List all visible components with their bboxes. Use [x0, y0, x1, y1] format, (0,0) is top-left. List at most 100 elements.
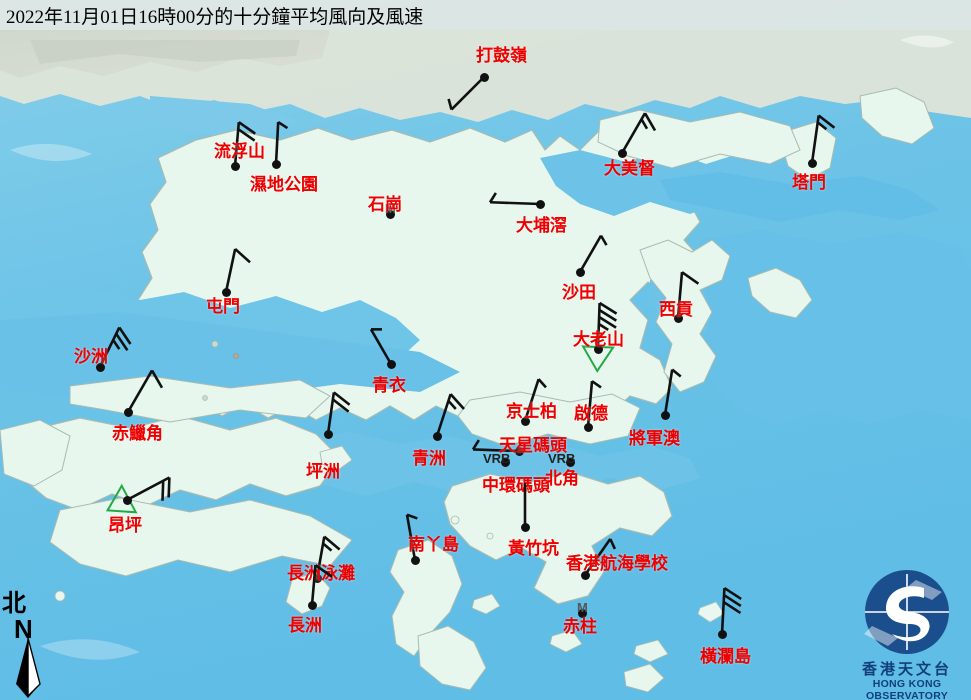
wind-barb: [620, 112, 657, 154]
station-label: 黃竹坑: [508, 539, 559, 558]
barb-full-feather: [598, 308, 618, 322]
station-label: 青洲: [412, 449, 446, 468]
barb-shaft: [435, 393, 452, 437]
station-dot: [717, 629, 727, 639]
barb-half-feather: [112, 339, 121, 350]
station-label: 青衣: [372, 376, 406, 395]
cloud-wisp-sw: [40, 639, 140, 660]
station-label: 天星碼頭: [499, 436, 567, 455]
barb-full-feather: [234, 247, 251, 264]
wind-barb: [578, 234, 608, 273]
station-dot: [583, 422, 593, 432]
station-label: 橫瀾島: [700, 647, 751, 666]
logo-text-en: HONG KONG OBSERVATORY: [865, 678, 949, 700]
barb-shaft: [310, 565, 317, 606]
barb-full-feather: [167, 477, 171, 498]
wind-barb: [523, 483, 527, 527]
barb-half-feather: [591, 380, 602, 389]
station-label: 沙田: [562, 283, 596, 302]
station-dot: [271, 159, 281, 169]
wind-barb: [233, 121, 256, 167]
station-label: 將軍澳: [629, 429, 680, 448]
station-label: 京士柏: [506, 402, 557, 421]
barb-full-feather: [449, 393, 465, 410]
offshore-rock-2: [486, 532, 494, 540]
peng-chau-islet: [319, 445, 353, 471]
variable-wind-marker: VRB: [548, 451, 576, 466]
station-label: 赤鱲角: [112, 424, 163, 443]
variable-wind-marker: VRB: [483, 451, 511, 466]
station-dot: [123, 407, 133, 417]
station-dot: [230, 161, 240, 171]
lamma-south-lobe: [417, 625, 487, 691]
wind-barb: [274, 120, 289, 165]
offshore-rock-6: [54, 590, 66, 602]
cloud-wisp-w: [10, 143, 92, 162]
station-label: 赤柱: [563, 617, 597, 636]
barb-shaft: [583, 538, 612, 576]
station-label: 打鼓嶺: [476, 46, 527, 65]
station-dot: [565, 457, 575, 467]
chek-lap-kok-airport: [69, 375, 331, 423]
wind-barb: [326, 391, 351, 435]
station-dot: [95, 362, 105, 372]
barb-half-feather: [671, 368, 682, 378]
station-dot: [479, 72, 489, 82]
barb-shaft: [489, 200, 541, 206]
missing-data-marker: M: [385, 201, 396, 216]
wind-barb: [583, 538, 617, 576]
barb-half-feather: [609, 538, 617, 550]
station-dot: [221, 287, 231, 297]
victoria-harbour: [292, 432, 700, 496]
compass-label-cn: 北: [2, 591, 26, 617]
barb-shaft: [326, 392, 336, 435]
barb-shaft: [405, 514, 417, 561]
kowloon-peninsula: [457, 391, 641, 447]
barb-full-feather: [118, 326, 132, 345]
wind-barb: [471, 439, 520, 453]
map-title-bar: 2022年11月01日16時00分的十分鐘平均風向及風速: [0, 0, 971, 30]
barb-half-feather: [447, 399, 457, 410]
barb-full-feather: [314, 564, 333, 578]
station-label: 流浮山: [214, 142, 265, 161]
north-arrow: 北 N: [2, 592, 62, 700]
gust-triangle-marker: [105, 483, 138, 514]
station-dot: [385, 209, 395, 219]
po-toi-islet: [623, 663, 665, 693]
station-dot: [660, 410, 670, 420]
barb-half-feather: [447, 98, 453, 110]
wind-barb: [405, 513, 418, 561]
barb-half-feather: [816, 121, 828, 131]
barb-full-feather: [723, 586, 742, 601]
wind-barb: [810, 114, 836, 164]
wind-barb: [586, 380, 602, 428]
wind-barb: [224, 247, 251, 293]
hko-logo: 香港天文台 HONG KONG OBSERVATORY: [846, 566, 968, 700]
northeast-island-group: [859, 87, 935, 145]
station-label: 大美督: [604, 159, 655, 178]
wind-barb: [369, 328, 393, 365]
barb-shaft: [586, 381, 594, 428]
sai-kung-east-island: [747, 267, 813, 319]
barb-shaft: [523, 378, 540, 422]
offshore-rock-5: [202, 395, 208, 401]
wind-barb: [663, 368, 682, 416]
offshore-rock-1: [450, 515, 460, 525]
small-islet-c: [633, 639, 669, 663]
barb-half-feather: [598, 322, 609, 331]
lantau-south-extension: [49, 497, 353, 577]
station-dot: [500, 457, 510, 467]
wind-barb: [523, 378, 547, 422]
barb-shaft: [676, 272, 684, 319]
tolo-channel-narrow: [660, 172, 940, 222]
station-dot: [673, 313, 683, 323]
barb-shaft: [620, 112, 647, 154]
barb-full-feather: [681, 271, 700, 285]
wind-barb: [315, 535, 341, 579]
barb-shaft: [369, 328, 393, 365]
station-dot: [323, 429, 333, 439]
barb-half-feather: [640, 118, 649, 130]
barb-shaft: [224, 248, 237, 293]
station-dot: [386, 359, 396, 369]
